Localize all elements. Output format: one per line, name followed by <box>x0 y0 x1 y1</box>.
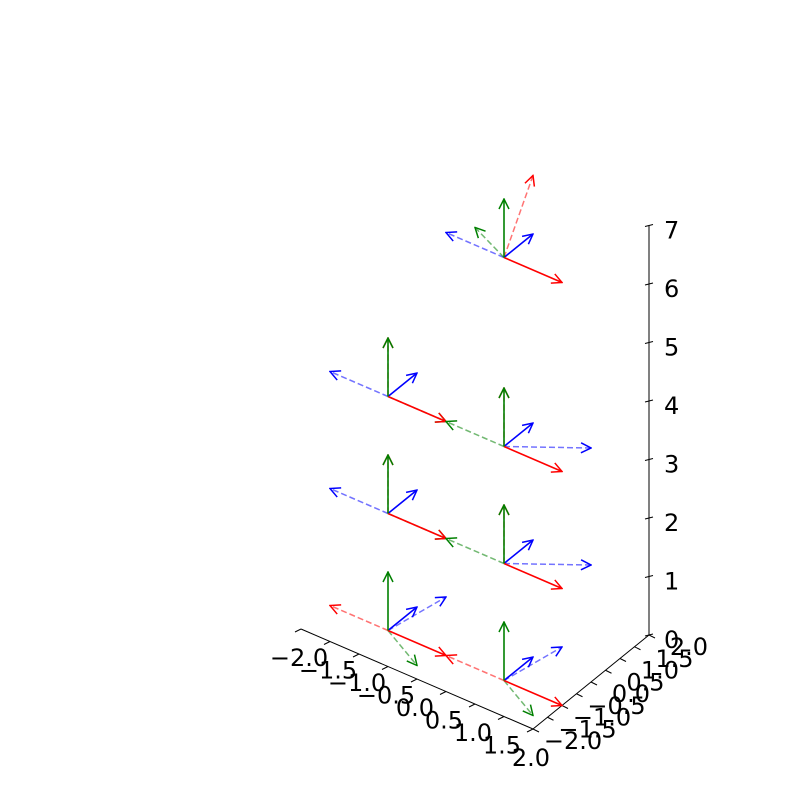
frame-2 <box>446 622 562 716</box>
x-tick-mark <box>526 728 534 733</box>
y-tick-mark <box>605 669 612 674</box>
x-tick-mark <box>294 628 302 633</box>
x-tick-label: −1.5 <box>299 657 357 685</box>
solid-x-arrow <box>387 629 446 656</box>
dashed-y-arrow <box>503 647 562 682</box>
dashed-y-arrow <box>503 564 591 566</box>
dashed-z-arrow <box>446 539 505 565</box>
frame-6 <box>446 388 591 472</box>
solid-x-arrow <box>503 679 562 706</box>
y-tick-label: 1.5 <box>655 645 693 673</box>
z-tick-mark <box>644 575 654 578</box>
axes-layer <box>294 224 656 733</box>
z-tick-mark <box>644 282 654 286</box>
y-tick-mark <box>532 728 540 733</box>
y-tick-label: −2.0 <box>544 727 602 755</box>
solid-y-arrow <box>503 657 533 682</box>
y-tick-mark <box>648 634 656 639</box>
z-tick-label: 4 <box>664 392 679 420</box>
x-tick-label: −1.0 <box>328 669 386 697</box>
z-tick-label: 3 <box>664 451 679 479</box>
dashed-x-arrow <box>503 176 533 258</box>
y-tick-label: 0.0 <box>612 680 650 708</box>
arrows-layer <box>330 176 591 716</box>
z-tick-mark <box>644 516 654 520</box>
x-tick-label: 0.0 <box>396 694 434 722</box>
z-tick-mark <box>644 458 654 461</box>
x-tick-mark <box>323 641 331 645</box>
z-tick-mark <box>644 341 654 344</box>
y-tick-label: 2.0 <box>670 633 708 661</box>
z-tick-label: 0 <box>664 626 679 654</box>
y-tick-mark <box>590 681 598 686</box>
x-tick-mark <box>410 678 418 683</box>
x-tick-label: −0.5 <box>357 682 415 710</box>
y-tick-mark <box>619 658 627 662</box>
y-tick-mark <box>576 693 583 698</box>
solid-x-arrow <box>503 562 562 589</box>
dashed-z-arrow <box>475 227 505 259</box>
y-tick-mark <box>547 716 554 721</box>
solid-y-arrow <box>387 490 417 515</box>
frame-5 <box>330 338 446 422</box>
x-tick-mark <box>352 653 360 658</box>
dashed-z-arrow <box>387 630 417 666</box>
solid-x-arrow <box>387 512 446 539</box>
dashed-y-arrow <box>503 447 591 449</box>
frame-7 <box>446 176 562 283</box>
solid-y-arrow <box>387 607 417 632</box>
solid-x-arrow <box>503 256 562 283</box>
z-tick-mark <box>644 399 654 403</box>
y-tick-label: −1.5 <box>558 715 616 743</box>
dashed-z-arrow <box>503 680 533 716</box>
dashed-y-arrow <box>387 597 446 632</box>
dashed-y-arrow <box>330 372 389 398</box>
z-tick-label: 5 <box>664 334 679 362</box>
z-tick-mark <box>644 224 654 227</box>
z-tick-label: 7 <box>664 217 679 245</box>
x-tick-mark <box>381 666 389 670</box>
solid-y-arrow <box>503 540 533 565</box>
dashed-x-arrow <box>446 656 505 682</box>
z-tick-label: 1 <box>664 568 679 596</box>
x-tick-mark <box>439 691 447 695</box>
dashed-y-arrow <box>330 489 389 515</box>
z-tick-label: 6 <box>664 275 679 303</box>
x-tick-label: −2.0 <box>270 644 328 672</box>
dashed-x-arrow <box>330 606 389 632</box>
dashed-y-arrow <box>446 233 505 259</box>
frame-4 <box>446 505 591 589</box>
y-tick-mark <box>561 705 569 709</box>
y-tick-label: 0.5 <box>626 668 664 696</box>
tick-labels-layer: −2.0−1.5−1.0−0.50.00.51.01.52.0−2.0−1.5−… <box>270 217 708 773</box>
x-tick-label: 1.0 <box>454 719 492 747</box>
z-tick-label: 2 <box>664 509 679 537</box>
y-tick-label: 1.0 <box>641 657 679 685</box>
solid-y-arrow <box>503 423 533 448</box>
solid-y-arrow <box>387 373 417 398</box>
y-tick-label: −0.5 <box>587 692 645 720</box>
frame-1 <box>330 572 446 666</box>
dashed-z-arrow <box>446 422 505 448</box>
z-tick-mark <box>644 633 654 637</box>
y-tick-label: −1.0 <box>573 704 631 732</box>
x-tick-label: 1.5 <box>483 732 521 760</box>
x-tick-mark <box>468 703 476 708</box>
solid-x-arrow <box>503 445 562 472</box>
x-tick-label: 2.0 <box>512 744 550 772</box>
x-tick-label: 0.5 <box>425 707 463 735</box>
x-tick-mark <box>497 716 505 720</box>
solid-y-arrow <box>503 234 533 259</box>
y-tick-mark <box>634 646 641 651</box>
frame-3 <box>330 455 446 539</box>
solid-x-arrow <box>387 395 446 422</box>
